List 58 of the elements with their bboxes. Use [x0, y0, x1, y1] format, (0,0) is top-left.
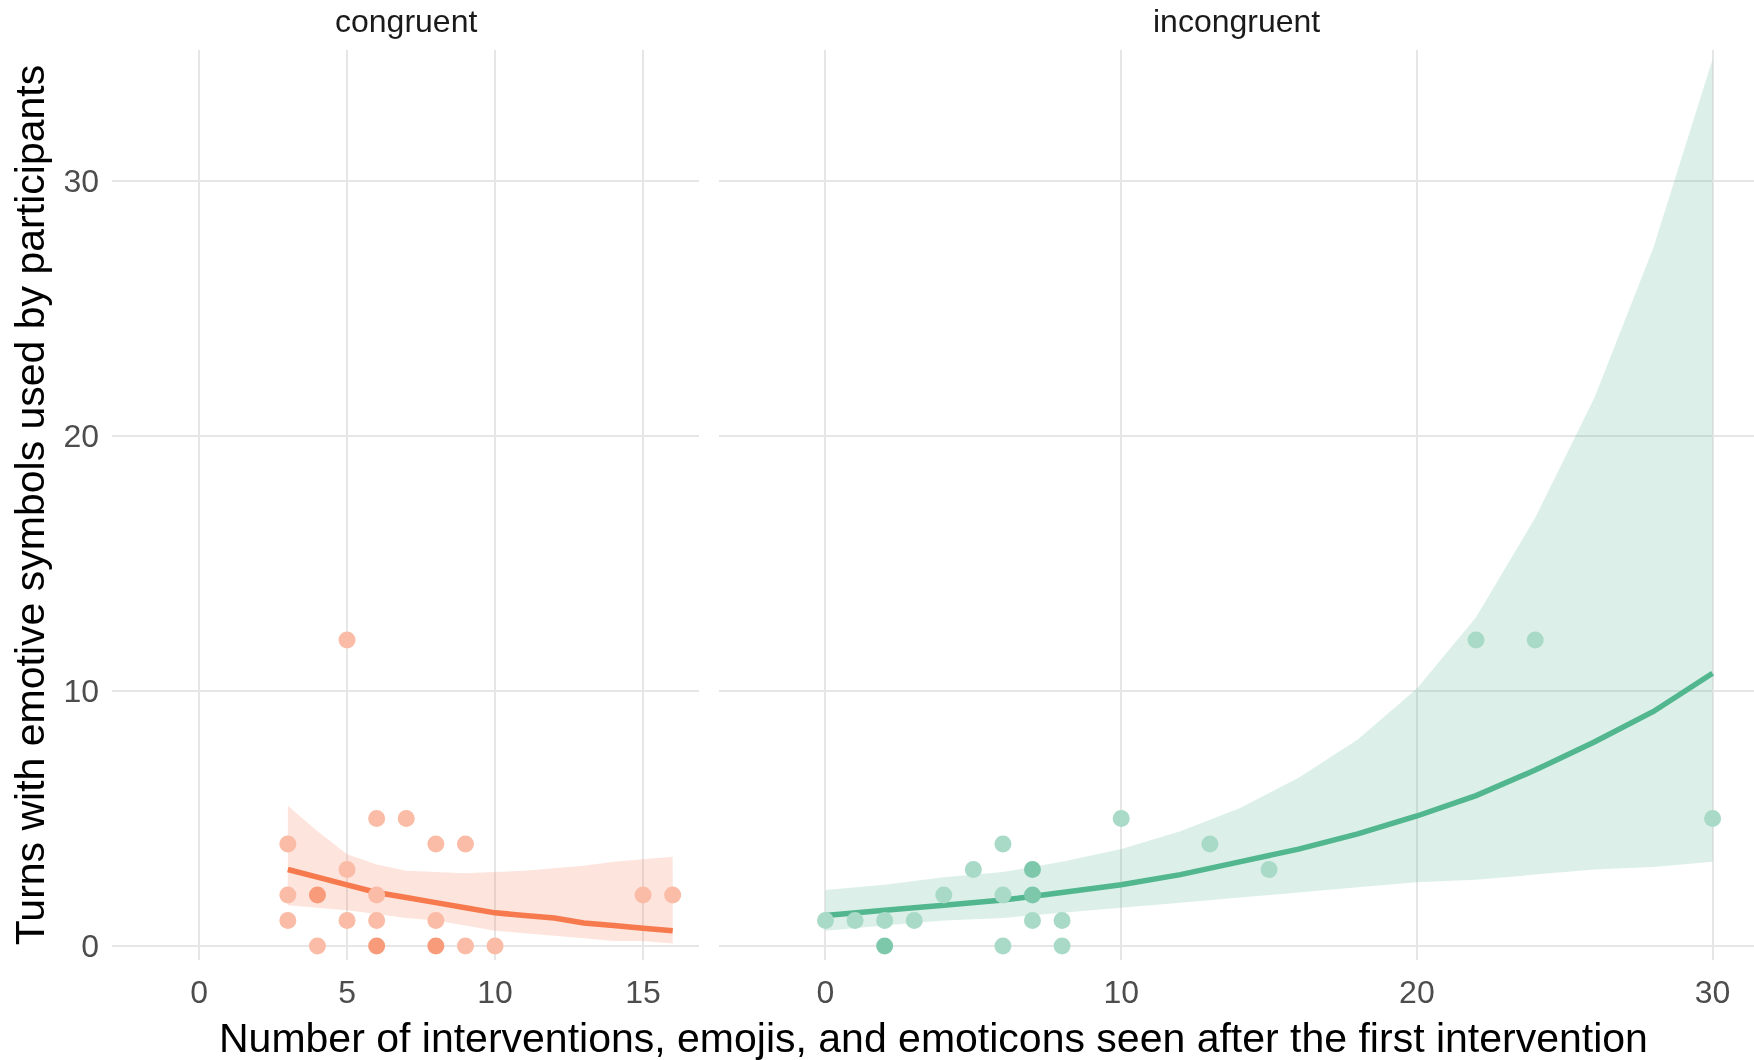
point: [368, 810, 386, 828]
point: [368, 937, 386, 955]
x-tick-label: 10: [477, 974, 513, 1010]
point: [279, 835, 297, 853]
point: [664, 886, 682, 904]
point: [994, 835, 1012, 853]
y-tick-label: 30: [63, 163, 99, 200]
point: [1201, 835, 1219, 853]
point: [964, 861, 982, 878]
point: [338, 631, 356, 649]
point: [1024, 911, 1041, 929]
point: [1053, 937, 1071, 955]
chart-title: incongruent: [1153, 3, 1321, 39]
point: [279, 886, 297, 904]
point: [634, 886, 652, 904]
point: [1526, 631, 1544, 649]
point: [338, 911, 356, 929]
x-tick-label: 20: [1399, 974, 1435, 1010]
point: [427, 835, 445, 853]
chart-title: congruent: [335, 3, 478, 39]
point: [427, 911, 445, 929]
point: [368, 911, 386, 929]
point: [935, 886, 953, 904]
point: [1024, 886, 1041, 904]
y-tick-label: 20: [63, 418, 99, 455]
point: [817, 911, 834, 929]
x-tick-label: 10: [1103, 974, 1139, 1010]
point: [368, 886, 386, 904]
point: [1024, 861, 1041, 878]
point: [486, 937, 504, 955]
point: [338, 861, 356, 878]
point: [1053, 911, 1071, 929]
point: [308, 886, 326, 904]
point: [1467, 631, 1485, 649]
point: [1704, 810, 1722, 828]
point: [994, 937, 1012, 955]
y-tick-label: 10: [63, 673, 99, 710]
point: [397, 810, 415, 828]
point: [456, 835, 474, 853]
x-tick-label: 30: [1694, 974, 1731, 1010]
point: [1112, 810, 1130, 828]
x-tick-label: 5: [338, 974, 356, 1010]
x-tick-label: 0: [190, 974, 208, 1010]
point: [1260, 861, 1278, 878]
x-tick-label: 0: [816, 974, 835, 1010]
point: [876, 937, 894, 955]
point: [308, 937, 326, 955]
point: [456, 937, 474, 955]
point: [994, 886, 1012, 904]
x-axis-title: Number of interventions, emojis, and emoticons seen after the first intervention: [219, 1015, 1648, 1060]
point: [846, 911, 864, 929]
point: [279, 911, 297, 929]
y-tick-label: 0: [81, 928, 99, 965]
point: [876, 911, 894, 929]
y-axis-title: Turns with emotive symbols used by participants: [6, 64, 53, 946]
point: [905, 911, 923, 929]
x-tick-label: 15: [625, 974, 661, 1010]
point: [427, 937, 445, 955]
